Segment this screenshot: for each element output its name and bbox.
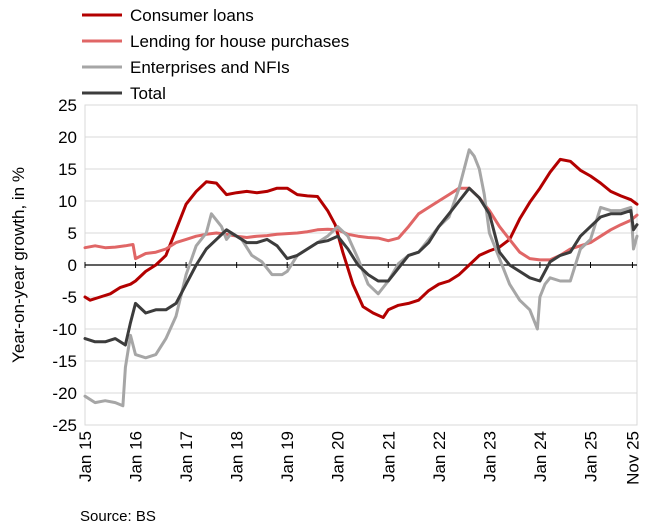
series-line-1: [83, 186, 639, 262]
x-tick-label: Jan 23: [480, 431, 499, 482]
x-tick-label: Jan 16: [127, 431, 146, 482]
x-tick-label: Jan 15: [76, 431, 95, 482]
y-tick-label: 25: [58, 96, 77, 115]
y-tick-label: 0: [68, 256, 77, 275]
legend: Consumer loans Lending for house purchase…: [82, 6, 349, 103]
y-tick-label: 5: [68, 224, 77, 243]
x-tick-label: Jan 24: [531, 431, 550, 482]
legend-label: Total: [130, 84, 166, 103]
x-tick-labels: Jan 15 Jan 16 Jan 17 Jan 18 Jan 19 Jan 20 Jan …: [76, 431, 642, 485]
y-tick-label: -15: [52, 352, 77, 371]
y-tick-labels: 25 20 15 10 5 0 -5 -10 -15 -20 -25: [52, 96, 77, 435]
series-line-3: [83, 186, 639, 347]
series-line-2: [83, 148, 639, 408]
x-tick-label: Jan 22: [430, 431, 449, 482]
y-tick-label: -10: [52, 320, 77, 339]
y-tick-label: -20: [52, 384, 77, 403]
x-tick-label: Jan 17: [177, 431, 196, 482]
x-tick-label: Jan 19: [278, 431, 297, 482]
x-tick-label: Nov 25: [623, 431, 642, 485]
y-tick-label: 20: [58, 128, 77, 147]
legend-label: Enterprises and NFIs: [130, 58, 290, 77]
x-tick-label: Jan 20: [329, 431, 348, 482]
y-tick-label: -25: [52, 416, 77, 435]
legend-label: Lending for house purchases: [130, 32, 349, 51]
series-group: [83, 148, 639, 408]
y-tick-label: -5: [62, 288, 77, 307]
y-tick-label: 15: [58, 160, 77, 179]
x-tick-label: Jan 18: [228, 431, 247, 482]
legend-label: Consumer loans: [130, 6, 254, 25]
x-tick-label: Jan 21: [379, 431, 398, 482]
source-note: Source: BS: [80, 508, 156, 525]
y-tick-label: 10: [58, 192, 77, 211]
x-tick-label: Jan 25: [581, 431, 600, 482]
series-line-0: [83, 157, 639, 319]
y-axis-label: Year-on-year growth, in %: [9, 167, 28, 363]
